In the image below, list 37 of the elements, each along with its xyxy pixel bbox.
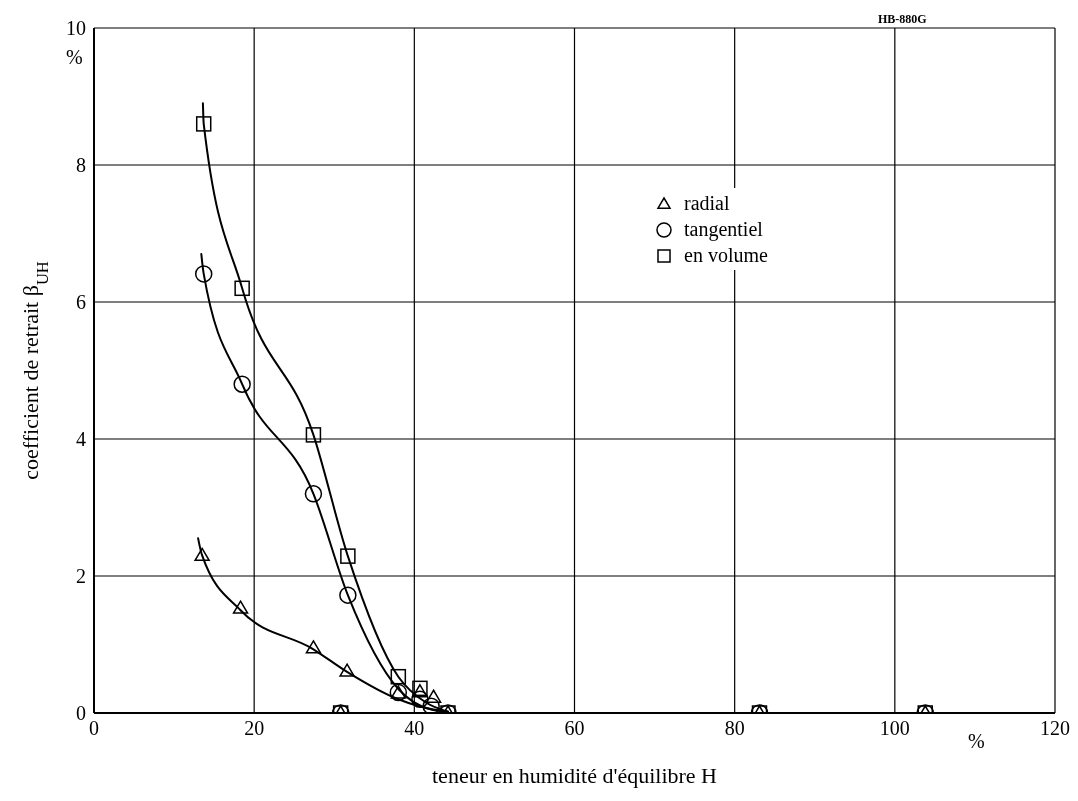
point [194, 547, 210, 562]
y-tick-label: 10 [66, 17, 86, 40]
x-tick-label: 80 [724, 717, 745, 740]
point [194, 265, 213, 283]
point [304, 485, 323, 503]
text: % [66, 46, 83, 69]
text: HB-880G [878, 12, 927, 27]
x-tick-label: 60 [564, 717, 585, 740]
y-tick-label: 6 [76, 291, 86, 314]
point [232, 600, 249, 614]
x-axis-title: teneur en humidité d'équilibre H [432, 763, 718, 788]
point [305, 427, 322, 443]
point [340, 548, 356, 564]
legend-label: tangentiel [684, 217, 763, 241]
point [412, 680, 428, 697]
point [339, 663, 355, 677]
point [305, 640, 322, 654]
text: % [968, 730, 985, 753]
legend-label: en volume [684, 243, 768, 267]
x-tick-label: 20 [244, 717, 265, 740]
legend-label: radial [684, 191, 730, 215]
x-tick-label: 100 [879, 717, 910, 740]
point [412, 684, 428, 698]
x-tick-label: 40 [404, 717, 425, 740]
point [390, 668, 407, 685]
point [233, 375, 251, 393]
point [411, 690, 429, 709]
x-tick-label: 120 [1040, 717, 1070, 740]
point [422, 697, 440, 713]
y-tick-label: 0 [76, 702, 86, 725]
y-tick-label: 4 [76, 428, 86, 451]
point [339, 586, 357, 604]
point [234, 280, 250, 297]
point [195, 116, 212, 132]
point [425, 689, 442, 703]
y-tick-label: 8 [76, 154, 86, 177]
y-tick-label: 2 [76, 565, 86, 588]
